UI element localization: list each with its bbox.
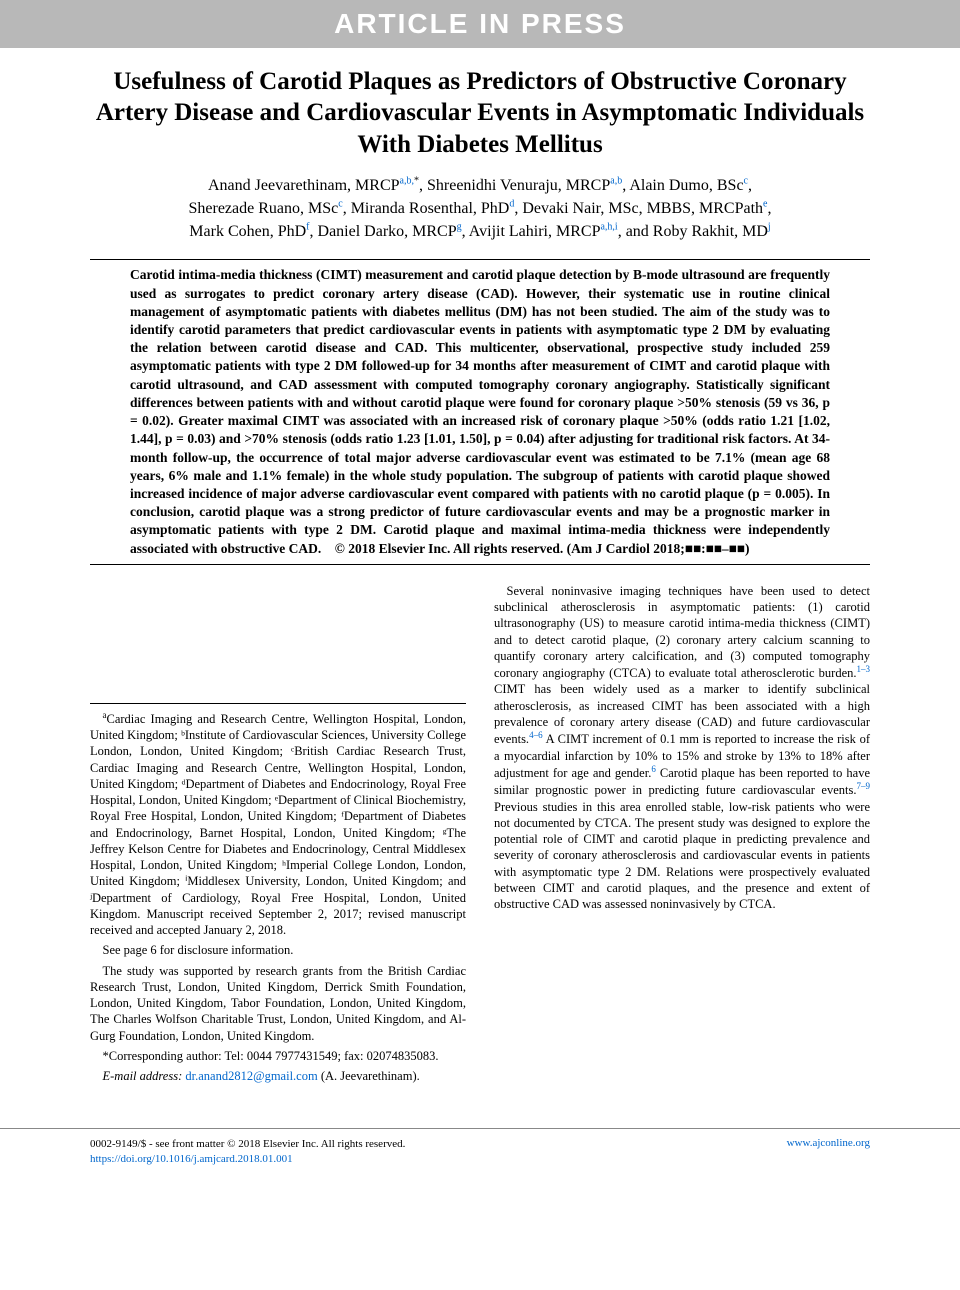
article-title: Usefulness of Carotid Plaques as Predict… bbox=[90, 66, 870, 160]
affiliations: aCardiac Imaging and Research Centre, We… bbox=[90, 710, 466, 939]
issn-line: 0002-9149/$ - see front matter © 2018 El… bbox=[90, 1137, 405, 1151]
citation-ref[interactable]: 7–9 bbox=[857, 781, 871, 791]
page-footer: 0002-9149/$ - see front matter © 2018 El… bbox=[0, 1128, 960, 1166]
author: Alain Dumo, BScc bbox=[629, 177, 748, 194]
author: Avijit Lahiri, MRCPa,h,i bbox=[469, 223, 618, 240]
author: Miranda Rosenthal, PhDd bbox=[351, 200, 515, 217]
author: Devaki Nair, MSc, MBBS, MRCPathe bbox=[522, 200, 767, 217]
body-columns: aCardiac Imaging and Research Centre, We… bbox=[90, 583, 870, 1089]
citation-ref[interactable]: 1–3 bbox=[857, 664, 871, 674]
author: Sherezade Ruano, MScc bbox=[189, 200, 343, 217]
intro-paragraph: Several noninvasive imaging techniques h… bbox=[494, 583, 870, 913]
author: Roby Rakhit, MDj bbox=[653, 223, 771, 240]
footer-right: www.ajconline.org bbox=[787, 1137, 870, 1166]
footer-left: 0002-9149/$ - see front matter © 2018 El… bbox=[90, 1137, 405, 1166]
journal-url-link[interactable]: www.ajconline.org bbox=[787, 1137, 870, 1149]
email-author-name: (A. Jeevarethinam). bbox=[321, 1069, 420, 1083]
author: Shreenidhi Venuraju, MRCPa,b bbox=[427, 177, 622, 194]
article-in-press-banner: ARTICLE IN PRESS bbox=[0, 0, 960, 48]
right-column: Several noninvasive imaging techniques h… bbox=[494, 583, 870, 1089]
left-column: aCardiac Imaging and Research Centre, We… bbox=[90, 583, 466, 1089]
author: Mark Cohen, PhDf bbox=[189, 223, 309, 240]
citation-ref[interactable]: 4–6 bbox=[529, 730, 543, 740]
abstract-text: Carotid intima-media thickness (CIMT) me… bbox=[130, 266, 830, 558]
author: Anand Jeevarethinam, MRCPa,b,* bbox=[208, 177, 419, 194]
author: Daniel Darko, MRCPg bbox=[318, 223, 462, 240]
disclosure-note: See page 6 for disclosure information. bbox=[90, 942, 466, 958]
authors-block: Anand Jeevarethinam, MRCPa,b,*, Shreenid… bbox=[90, 174, 870, 244]
abstract-container: Carotid intima-media thickness (CIMT) me… bbox=[90, 259, 870, 565]
doi-link[interactable]: https://doi.org/10.1016/j.amjcard.2018.0… bbox=[90, 1153, 293, 1165]
email-line: E-mail address: dr.anand2812@gmail.com (… bbox=[90, 1068, 466, 1084]
page-content: Usefulness of Carotid Plaques as Predict… bbox=[0, 48, 960, 1118]
corresponding-author: *Corresponding author: Tel: 0044 7977431… bbox=[90, 1048, 466, 1064]
funding-note: The study was supported by research gran… bbox=[90, 963, 466, 1044]
email-label: E-mail address: bbox=[103, 1069, 183, 1083]
email-link[interactable]: dr.anand2812@gmail.com bbox=[185, 1069, 317, 1083]
